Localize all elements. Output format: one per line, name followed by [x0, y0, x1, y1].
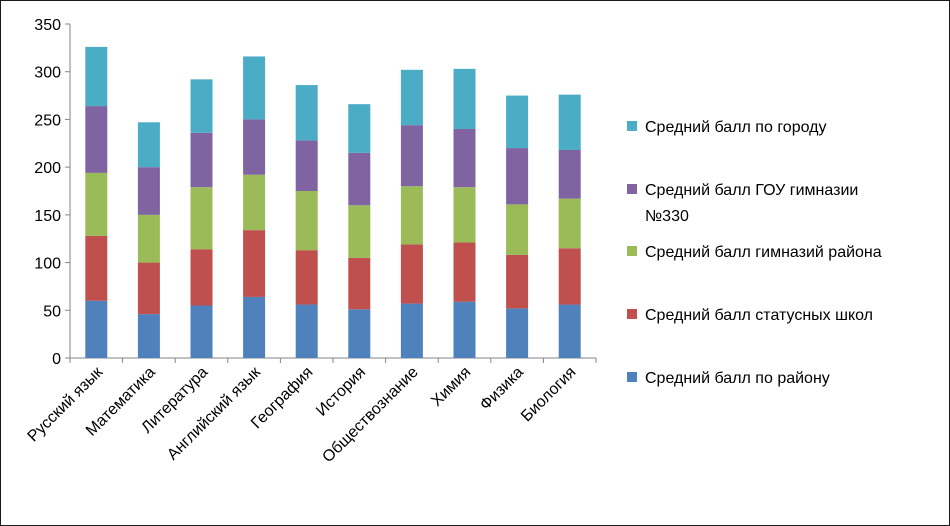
- x-tick-label: Химия: [428, 364, 474, 410]
- bar-segment: [85, 46, 108, 107]
- bar-segment: [453, 68, 476, 129]
- bar-segment: [453, 128, 476, 188]
- x-axis: Русский языкМатематикаЛитератураАнглийск…: [25, 357, 597, 466]
- bar-segment: [400, 125, 423, 187]
- bar-segment: [453, 301, 476, 358]
- y-tick-label: 200: [34, 160, 61, 177]
- x-tick-label: Английский язык: [164, 363, 264, 463]
- bar-segment: [295, 250, 318, 305]
- bar-segment: [295, 85, 318, 141]
- bar-segment: [190, 305, 213, 358]
- bar-segment: [506, 204, 529, 255]
- x-tick-label: История: [313, 364, 369, 420]
- y-tick-label: 300: [34, 65, 61, 82]
- legend-label: Средний балл гимназий района: [645, 244, 882, 261]
- bar-segment: [243, 56, 266, 120]
- bar-segment: [137, 167, 160, 215]
- bar-segment: [400, 186, 423, 245]
- bar-segment: [558, 149, 581, 199]
- bar-segment: [400, 303, 423, 358]
- legend-swatch: [627, 184, 637, 194]
- y-tick-label: 250: [34, 112, 61, 129]
- bar-segment: [558, 94, 581, 150]
- y-tick-label: 150: [34, 208, 61, 225]
- bar-segment: [558, 304, 581, 358]
- legend: Средний балл по городу Средний балл ГОУ г…: [627, 119, 882, 387]
- bar-segment: [453, 242, 476, 302]
- bar-segment: [348, 104, 371, 153]
- bar-segment: [137, 122, 160, 168]
- bar-segment: [85, 172, 108, 236]
- legend-label: Средний балл по городу: [645, 119, 826, 136]
- bar-segment: [295, 304, 318, 358]
- bar-segment: [453, 187, 476, 243]
- bars: [85, 46, 581, 358]
- legend-label: Средний балл ГОУ гимназии №330: [645, 182, 858, 225]
- bar-segment: [85, 235, 108, 301]
- bar-segment: [85, 300, 108, 358]
- bar-segment: [506, 148, 529, 205]
- bar-segment: [137, 314, 160, 358]
- legend-label: Средний балл статусных школ: [645, 307, 873, 324]
- bar-segment: [85, 106, 108, 173]
- bar-segment: [190, 187, 213, 250]
- x-tick-label: Физика: [477, 364, 527, 414]
- x-tick-label: Биология: [518, 364, 579, 425]
- legend-swatch: [627, 121, 637, 131]
- bar-segment: [190, 132, 213, 188]
- bar-segment: [243, 119, 266, 175]
- x-tick-label: Обществознание: [319, 364, 421, 466]
- y-tick-label: 350: [34, 17, 61, 34]
- bar-segment: [558, 198, 581, 249]
- y-tick-label: 50: [43, 303, 61, 320]
- bar-segment: [400, 244, 423, 304]
- bar-segment: [295, 191, 318, 251]
- legend-swatch: [627, 246, 637, 256]
- bar-segment: [137, 262, 160, 315]
- legend-swatch: [627, 309, 637, 319]
- bar-segment: [190, 79, 213, 133]
- bar-segment: [348, 257, 371, 310]
- bar-segment: [243, 230, 266, 297]
- bar-segment: [506, 308, 529, 358]
- bar-segment: [348, 309, 371, 358]
- y-axis: 0 50 100 150 200 250 300 350: [34, 17, 71, 368]
- bar-segment: [558, 248, 581, 305]
- bar-segment: [348, 205, 371, 258]
- bar-segment: [243, 174, 266, 231]
- bar-segment: [190, 249, 213, 306]
- bar-segment: [506, 95, 529, 149]
- legend-label: Средний балл по району: [645, 370, 830, 387]
- bar-segment: [506, 254, 529, 309]
- bar-segment: [348, 152, 371, 206]
- y-tick-label: 100: [34, 256, 61, 273]
- legend-swatch: [627, 372, 637, 382]
- bar-segment: [137, 214, 160, 263]
- bar-segment: [243, 296, 266, 358]
- y-tick-label: 0: [52, 351, 61, 368]
- bar-segment: [295, 140, 318, 191]
- bar-segment: [400, 69, 423, 126]
